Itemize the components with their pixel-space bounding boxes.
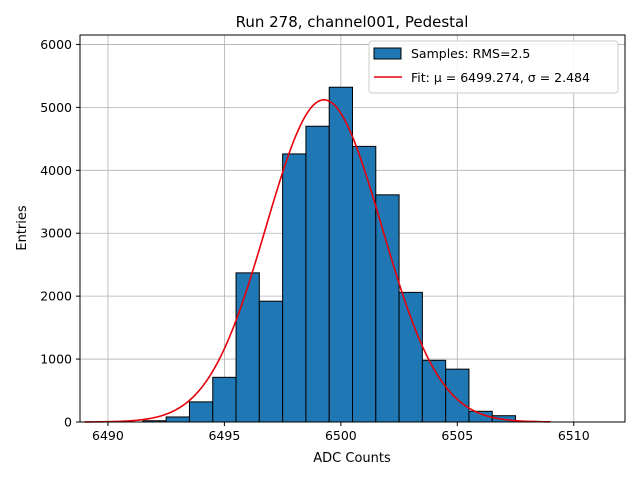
legend-box [368, 40, 619, 94]
histogram-bar [305, 125, 330, 423]
y-tick-label: 0 [64, 415, 72, 430]
histogram-bar [282, 153, 307, 423]
legend-swatch-samples [373, 47, 402, 60]
y-tick-label: 3000 [40, 226, 72, 241]
histogram-bar [398, 291, 423, 423]
histogram-bars [142, 86, 540, 423]
histogram-bar [445, 368, 470, 423]
y-tick-label: 4000 [40, 163, 72, 178]
y-axis-label: Entries [15, 205, 30, 251]
legend-label-samples: Samples: RMS=2.5 [411, 46, 530, 61]
y-tick-label: 5000 [40, 100, 72, 115]
y-axis-ticks: 0 1000 2000 3000 4000 5000 6000 [40, 37, 80, 430]
x-tick-label: 6495 [208, 428, 240, 443]
legend-label-fit: Fit: μ = 6499.274, σ = 2.484 [411, 70, 590, 85]
plot-frame [79, 34, 626, 423]
x-tick-label: 6510 [558, 428, 590, 443]
chart-title: Run 278, channel001, Pedestal [236, 13, 469, 31]
y-tick-label: 2000 [40, 289, 72, 304]
histogram-bar [165, 416, 190, 423]
histogram-bar [352, 145, 377, 423]
fit-curve [84, 99, 551, 423]
histogram-bar [375, 194, 400, 423]
histogram-bar [212, 376, 237, 423]
histogram-bar [328, 86, 354, 423]
x-tick-label: 6490 [92, 428, 124, 443]
x-tick-label: 6500 [325, 428, 357, 443]
x-tick-label: 6505 [441, 428, 473, 443]
x-axis-label: ADC Counts [313, 451, 391, 466]
x-axis-ticks: 6490 6495 6500 6505 6510 [92, 422, 590, 443]
y-tick-label: 1000 [40, 352, 72, 367]
histogram-bar [258, 300, 284, 423]
histogram-bar [235, 272, 260, 423]
legend: Samples: RMS=2.5 Fit: μ = 6499.274, σ = … [368, 40, 619, 94]
histogram-bar [188, 401, 214, 423]
y-tick-label: 6000 [40, 37, 72, 52]
